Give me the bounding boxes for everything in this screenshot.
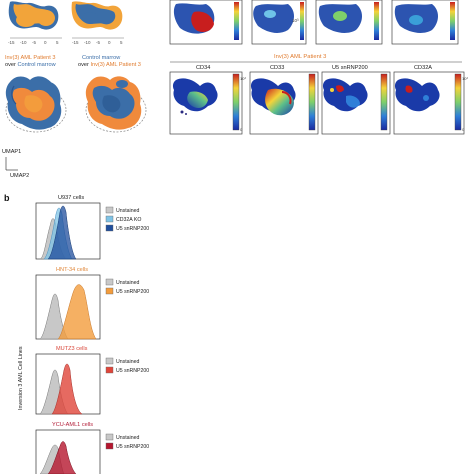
histogram-title: U937 cells: [58, 195, 84, 201]
overlay-label-highlight: Control marrow: [17, 62, 56, 68]
colorbar: [232, 73, 240, 131]
legend-label: CD32A KO: [116, 217, 141, 223]
overlay-label-prefix: over: [78, 62, 90, 68]
overlay-label-prefix: over: [5, 62, 17, 68]
top-heatmap-2: 10³: [251, 0, 307, 45]
top-heatmap-1: [169, 0, 243, 45]
umap-patient-over-control: [5, 76, 67, 133]
overlay-label-line1: Control marrow: [82, 55, 121, 61]
axis-tick: -15: [72, 40, 79, 45]
histogram-legend: Unstained U5 snRNP200: [105, 278, 149, 295]
umap-top-patient-overlay: [6, 0, 64, 34]
umap1-label: UMAP1: [2, 149, 21, 155]
top-x-axis: -15 -10 -5 0 5 -15 -10 -5 0 5: [8, 37, 124, 45]
colorbar-tick: 0: [240, 127, 243, 132]
overlay-label-line2: over Inv(3) AML Patient 3: [78, 62, 141, 68]
overlay-label-highlight: Inv(3) AML Patient 3: [90, 62, 140, 68]
axis-tick: 0: [44, 40, 47, 45]
overlay-label-line2: over Control marrow: [5, 62, 57, 68]
histogram-u937: U937 cells Unstained CD32A KO U5 snRNP20…: [35, 195, 149, 260]
top-row-heatmaps: 10³: [169, 0, 459, 45]
umap-axes-indicator: UMAP1 UMAP2: [2, 149, 29, 179]
colorbar-tick: 10³: [292, 18, 299, 23]
marker-heatmap-cd33: CD33: [249, 65, 319, 135]
umap2-label: UMAP2: [10, 173, 29, 179]
legend-label: U5 snRNP200: [116, 289, 149, 295]
marker-heatmap-cd34: CD34 10³ 0: [169, 65, 246, 135]
histogram-legend: Unstained U5 snRNP200: [105, 433, 149, 450]
axis-tick: -10: [84, 40, 91, 45]
panel-label-b: b: [4, 193, 10, 203]
top-heatmap-3: [315, 0, 383, 45]
legend-label: Unstained: [116, 435, 139, 441]
histogram-mutz3: MUTZ3 cells Unstained U5 snRNP200: [35, 346, 149, 415]
legend-label: U5 snRNP200: [116, 368, 149, 374]
histogram-ycu-aml1: YCU-AML1 cells Unstained U5 snRNP200: [35, 422, 149, 474]
colorbar-tick: 0: [462, 127, 465, 132]
marker-label: CD33: [270, 65, 284, 71]
marker-label: U5 snRNP200: [332, 65, 368, 71]
axis-tick: -5: [32, 40, 36, 45]
histogram-legend: Unstained CD32A KO U5 snRNP200: [105, 206, 149, 232]
colorbar-tick: 10³: [240, 76, 246, 81]
marker-label: CD32A: [414, 65, 432, 71]
axis-tick: -10: [20, 40, 27, 45]
axis-tick: 5: [120, 40, 123, 45]
axis-tick: -5: [96, 40, 100, 45]
histogram-hnt34: HNT-34 cells Unstained U5 snRNP200: [35, 267, 149, 340]
overlay-label-1: Inv(3) AML Patient 3 over Control marrow: [5, 55, 57, 68]
marker-group-header: Inv(3) AML Patient 3: [170, 54, 462, 63]
legend-label: U5 snRNP200: [116, 226, 149, 232]
legend-label: Unstained: [116, 359, 139, 365]
overlay-label-2: Control marrow over Inv(3) AML Patient 3: [78, 55, 141, 68]
marker-label: CD34: [196, 65, 210, 71]
colorbar: [380, 73, 388, 131]
marker-heatmap-cd32a: CD32A 10³ 0: [393, 65, 468, 135]
colorbar-tick: 10³: [462, 76, 468, 81]
umap-top-control-overlay: [71, 1, 123, 30]
histogram-title: HNT-34 cells: [56, 267, 88, 273]
colorbar: [308, 73, 316, 131]
axis-tick: -15: [8, 40, 15, 45]
panel-b-y-axis-label: Inversion 3 AML Cell Lines: [18, 346, 24, 410]
axis-tick: 5: [56, 40, 59, 45]
umap-control-over-patient: [85, 76, 147, 133]
legend-label: Unstained: [116, 208, 139, 214]
histogram-legend: Unstained U5 snRNP200: [105, 357, 149, 374]
overlay-label-line1: Inv(3) AML Patient 3: [5, 55, 55, 61]
histogram-title: MUTZ3 cells: [56, 346, 88, 352]
legend-label: Unstained: [116, 280, 139, 286]
top-heatmap-4: [391, 0, 459, 45]
colorbar: [454, 73, 462, 131]
axis-tick: 0: [108, 40, 111, 45]
legend-label: U5 snRNP200: [116, 444, 149, 450]
marker-heatmap-u5snrnp200: U5 snRNP200: [321, 65, 391, 135]
histogram-title: YCU-AML1 cells: [52, 422, 93, 428]
group-title: Inv(3) AML Patient 3: [274, 54, 326, 60]
